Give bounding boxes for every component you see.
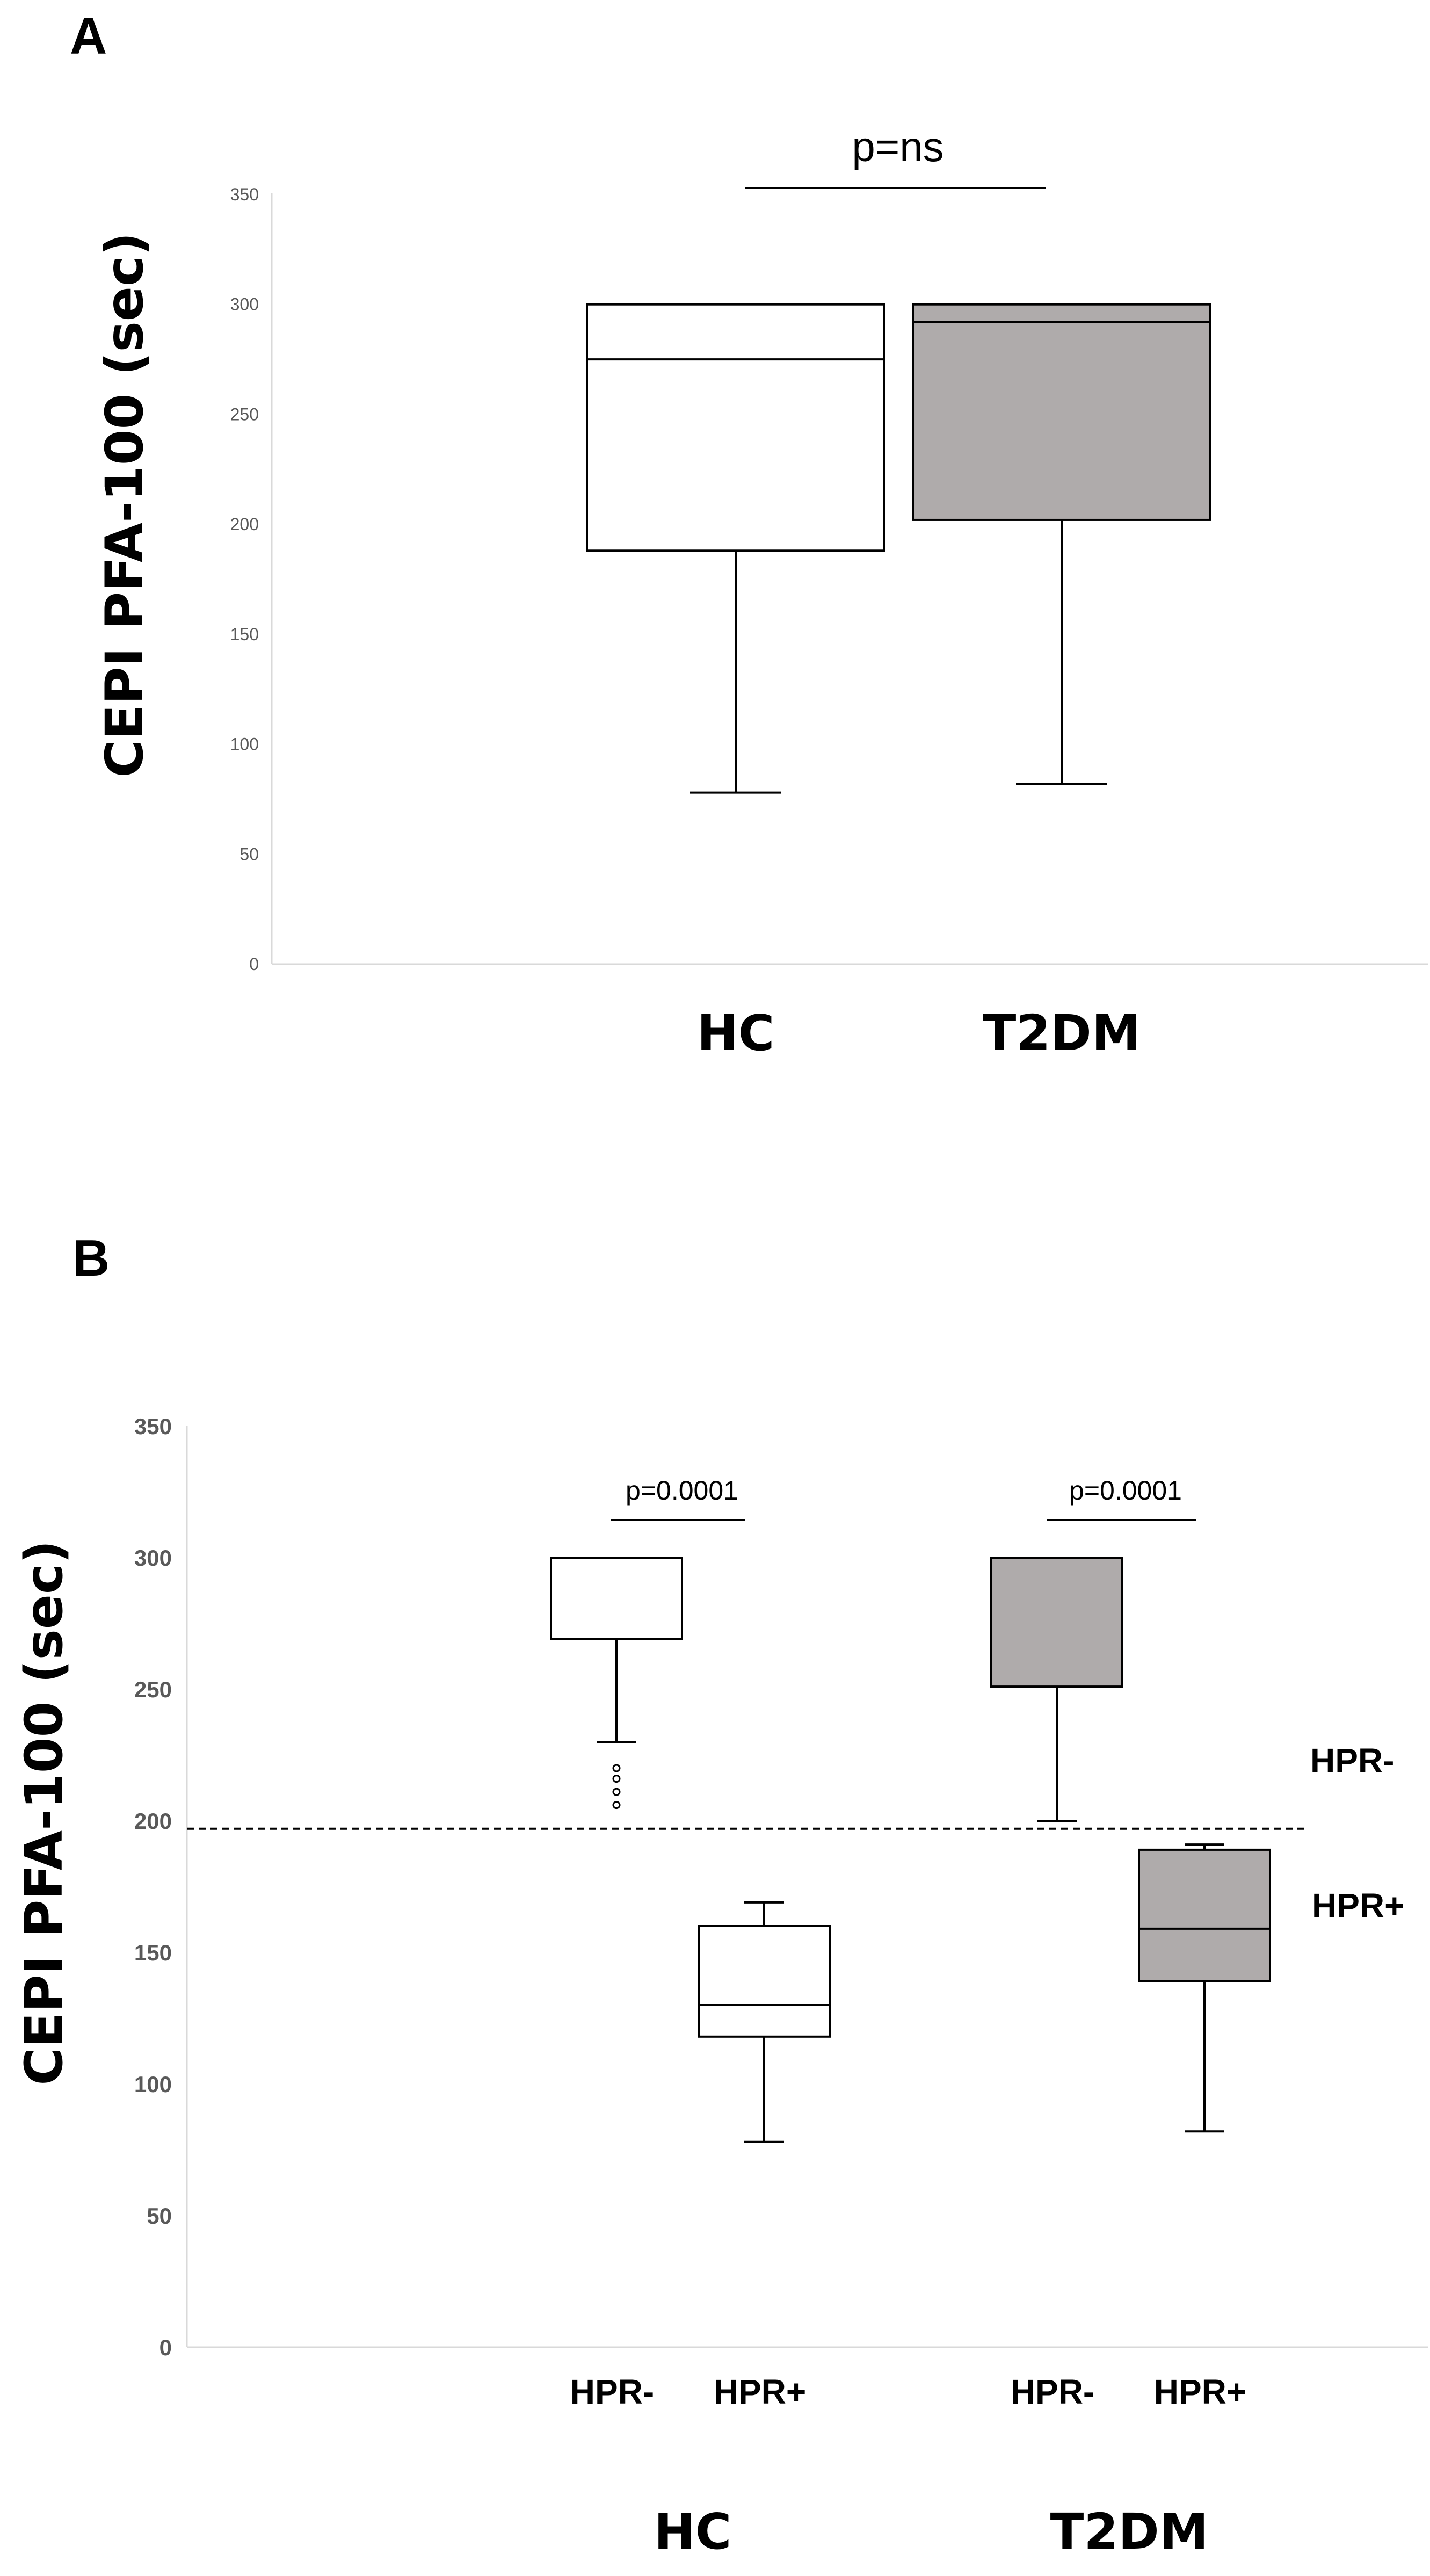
panel-a-y-tick-label: 250 [230,404,259,424]
panel-b-y-tick-label: 50 [147,2203,172,2228]
panel-b-box-hc-hpr [550,1557,683,1640]
panel-a-y-tick-label: 300 [230,295,259,314]
panel-b-y-axis-label: CEPI PFA-100 (sec) [14,1540,74,2085]
panel-b-group-label: HC [654,2503,732,2560]
panel-b-y-tick-label: 200 [134,1808,172,1834]
panel-b-category-label: HPR+ [714,2372,807,2411]
panel-b-category-label: HPR- [1011,2372,1094,2411]
panel-a-y-tick-label: 350 [230,185,259,204]
panel-a-p-value: p=ns [852,123,943,170]
panel-a-box-t2dm [912,303,1211,521]
panel-b-y-tick-label: 250 [134,1677,172,1702]
panel-b-p-value: p=0.0001 [1069,1475,1182,1506]
panel-b-outlier-point [612,1764,621,1772]
panel-a-category-label: T2DM [983,1004,1141,1062]
panel-b-y-tick-label: 150 [134,1940,172,1965]
panel-b-p-value: p=0.0001 [626,1475,738,1506]
panel-b-box-t2dm-hpr [990,1557,1123,1688]
panel-a-y-tick-label: 50 [239,844,259,864]
panel-a-y-axis-label: CEPI PFA-100 (sec) [95,232,155,777]
panel-b-y-tick-label: 0 [159,2335,172,2360]
panel-b-outlier-point [612,1801,621,1810]
panel-b-box-t2dm-hpr [1138,1848,1271,1982]
panel-a-y-tick-label: 200 [230,515,259,534]
panel-b-threshold-above-label: HPR- [1310,1741,1394,1780]
panel-b-y-tick-label: 300 [134,1545,172,1571]
panel-b-label: B [72,1229,110,1287]
panel-b-y-tick-label: 350 [134,1414,172,1439]
panel-a-y-tick-label: 100 [230,735,259,754]
panel-b-threshold-below-label: HPR+ [1312,1886,1405,1925]
panel-a-label: A [70,8,107,65]
panel-b-outlier-point [612,1775,621,1783]
panel-b-y-tick-label: 100 [134,2072,172,2097]
panel-b: B CEPI PFA-100 (sec) 0 50 100 150 200 250 300 3… [14,1229,1428,2560]
panel-a: A CEPI PFA-100 (sec) 0 50 100 150 200 250 300 3… [70,8,1428,1062]
panel-b-outlier-point [612,1788,621,1796]
panel-a-y-tick-label: 150 [230,625,259,644]
panel-a-category-label: HC [697,1004,775,1062]
panel-b-category-label: HPR+ [1154,2372,1247,2411]
panel-a-y-tick-label: 0 [249,954,259,974]
panel-b-box-hc-hpr [698,1925,831,2038]
panel-b-group-label: T2DM [1050,2503,1209,2560]
panel-b-category-label: HPR- [570,2372,654,2411]
panel-a-box-hc [586,303,885,552]
